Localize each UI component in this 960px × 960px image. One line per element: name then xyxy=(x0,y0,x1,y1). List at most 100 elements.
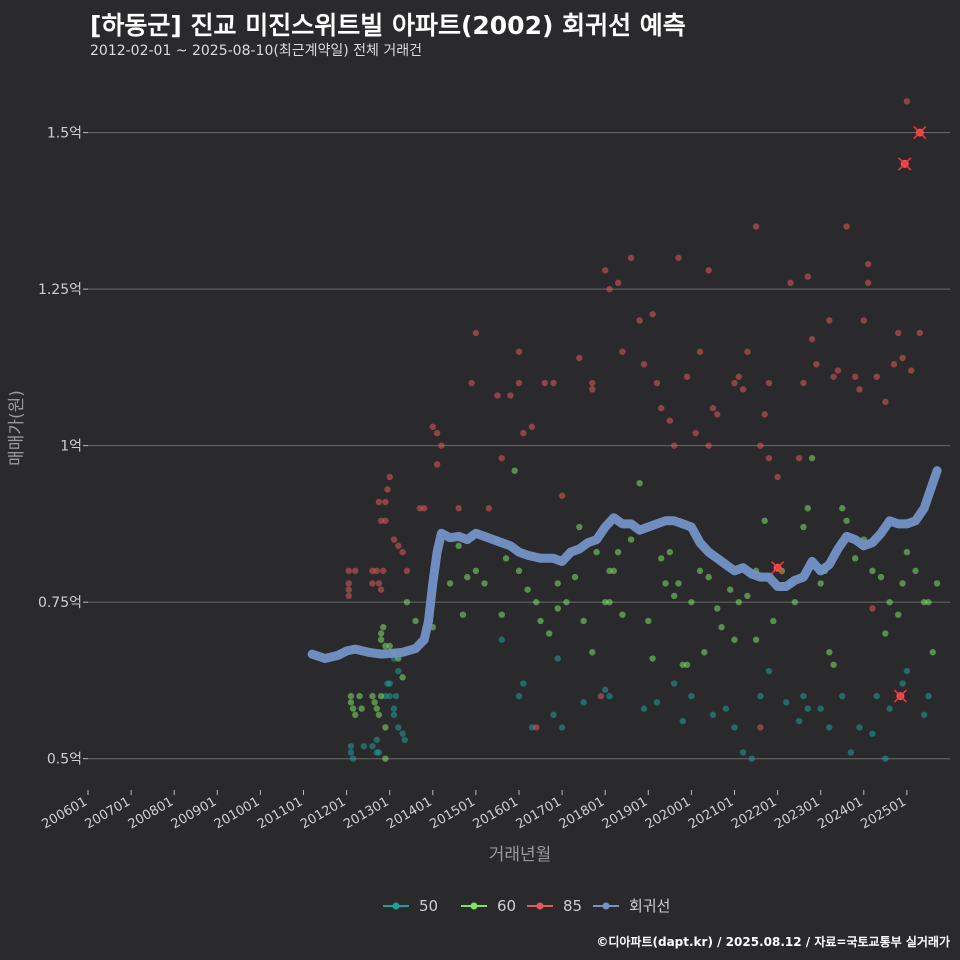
point-85-64 xyxy=(731,379,738,387)
point-85-35 xyxy=(515,379,523,387)
point-85-34 xyxy=(515,348,523,355)
point-60-89 xyxy=(877,573,885,581)
point-60-64 xyxy=(705,573,712,581)
point-60-33 xyxy=(511,467,518,474)
point-60-88 xyxy=(869,567,876,575)
point-85-89 xyxy=(873,373,880,380)
point-85-70 xyxy=(761,411,768,418)
point-60-8 xyxy=(373,705,380,712)
point-50-15 xyxy=(399,730,406,737)
point-85-11 xyxy=(375,498,383,506)
point-60-102 xyxy=(683,661,691,668)
point-85-22 xyxy=(420,505,428,512)
point-85-88 xyxy=(864,260,872,268)
point-60-50 xyxy=(619,611,626,618)
point-50-35 xyxy=(709,711,717,719)
point-85-51 xyxy=(649,310,656,318)
point-85-59 xyxy=(696,348,704,355)
point-85-75 xyxy=(795,454,803,462)
point-85-80 xyxy=(826,317,833,324)
point-60-69 xyxy=(735,598,743,606)
point-85-63 xyxy=(714,411,721,418)
point-50-49 xyxy=(847,749,855,756)
x-tick-label-0: 200601 xyxy=(40,794,90,832)
point-60-26 xyxy=(459,611,467,618)
point-60-103 xyxy=(752,636,760,643)
point-60-4 xyxy=(356,692,363,700)
y-tick-label-4: 1.5억 xyxy=(47,126,82,142)
point-60-44 xyxy=(589,649,596,656)
point-85-20 xyxy=(403,567,411,575)
point-60-58 xyxy=(670,592,678,600)
point-85-36 xyxy=(520,429,527,437)
point-85-86 xyxy=(860,317,867,324)
point-85-55 xyxy=(670,442,678,449)
point-60-100 xyxy=(554,605,561,612)
point-60-3 xyxy=(352,711,359,719)
point-60-15 xyxy=(380,624,387,631)
legend-dot-0 xyxy=(392,902,400,910)
point-60-39 xyxy=(554,580,561,587)
point-60-45 xyxy=(593,548,600,556)
x-tick-label-5: 201101 xyxy=(255,794,305,832)
y-tick-label-1: 0.75억 xyxy=(38,595,82,611)
point-85-46 xyxy=(614,279,622,287)
highlight-cross-2 xyxy=(771,561,785,575)
point-85-72 xyxy=(765,454,773,462)
point-85-52 xyxy=(653,379,661,387)
y-tick-label-0: 0.5억 xyxy=(47,752,82,768)
point-60-67 xyxy=(726,586,734,593)
point-60-101 xyxy=(606,598,613,606)
point-50-40 xyxy=(757,692,764,700)
point-50-50 xyxy=(856,724,863,731)
point-85-92 xyxy=(895,329,902,337)
point-85-8 xyxy=(375,580,383,587)
point-85-39 xyxy=(550,379,557,387)
point-60-48 xyxy=(610,567,618,575)
point-85-42 xyxy=(589,379,596,387)
point-50-0 xyxy=(347,749,355,756)
point-50-30 xyxy=(640,705,648,712)
point-50-4 xyxy=(369,742,376,750)
highlight-markers xyxy=(771,126,927,703)
point-85-71 xyxy=(765,379,773,387)
point-60-77 xyxy=(800,523,807,531)
point-60-63 xyxy=(701,649,708,656)
x-tick-label-16: 202201 xyxy=(729,794,779,832)
point-85-13 xyxy=(382,517,389,524)
x-tick-label-3: 200901 xyxy=(169,794,219,832)
point-60-5 xyxy=(358,705,365,712)
point-60-11 xyxy=(382,724,389,731)
point-60-6 xyxy=(369,692,376,700)
point-85-68 xyxy=(752,223,760,230)
point-85-58 xyxy=(692,429,699,437)
point-60-62 xyxy=(696,567,704,575)
point-50-47 xyxy=(826,724,833,731)
legend-label-0: 50 xyxy=(419,897,438,915)
point-85-7 xyxy=(369,580,376,587)
point-50-2 xyxy=(349,755,357,762)
point-60-31 xyxy=(498,611,505,618)
point-85-61 xyxy=(705,442,712,449)
point-60-12 xyxy=(382,755,389,762)
point-50-51 xyxy=(869,730,876,737)
point-85-77 xyxy=(804,273,811,280)
x-tick-label-19: 202501 xyxy=(858,794,908,832)
point-85-45 xyxy=(606,285,613,293)
point-50-19 xyxy=(386,680,393,687)
point-85-48 xyxy=(627,254,635,262)
point-60-86 xyxy=(851,555,859,562)
point-50-32 xyxy=(670,680,678,687)
point-60-52 xyxy=(636,480,643,487)
point-85-2 xyxy=(345,586,352,593)
x-tick-label-11: 201701 xyxy=(514,794,564,832)
point-50-20 xyxy=(498,636,505,643)
point-85-18 xyxy=(395,542,402,550)
point-85-82 xyxy=(834,367,842,374)
point-60-59 xyxy=(675,580,682,587)
point-85-56 xyxy=(675,254,682,262)
x-tick-label-14: 202001 xyxy=(643,794,693,832)
point-50-43 xyxy=(800,692,807,700)
point-60-93 xyxy=(899,580,906,587)
point-60-66 xyxy=(718,624,725,631)
